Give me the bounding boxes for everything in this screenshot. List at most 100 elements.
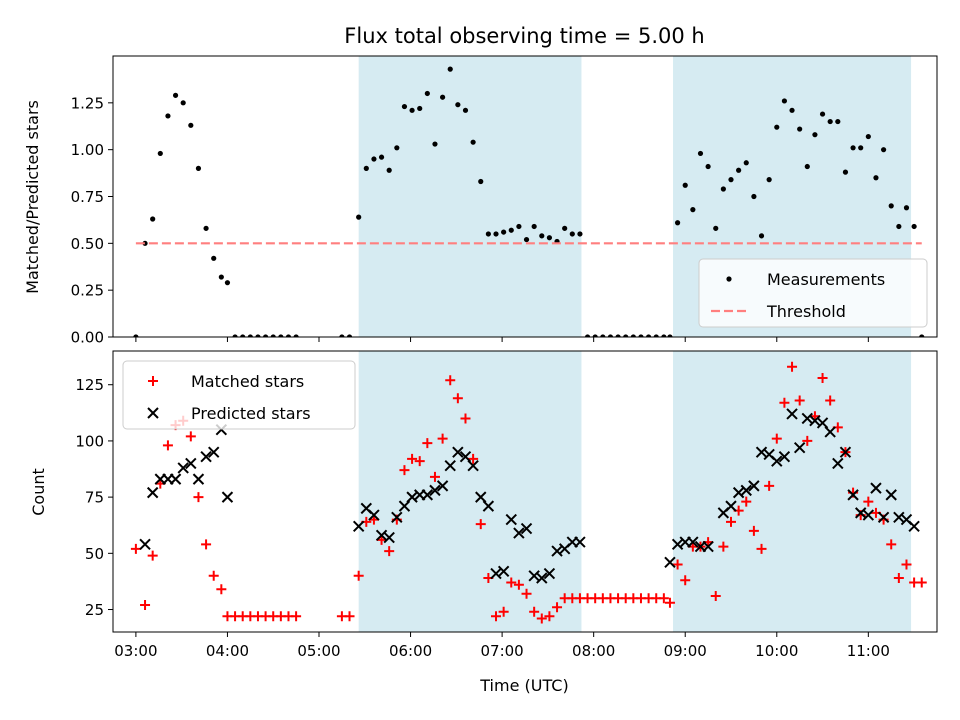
bottom-series-0-point-9 [201, 539, 212, 550]
top-series-0-point-7 [188, 122, 194, 128]
top-series-0-point-30 [401, 103, 408, 110]
top-legend-label-1: Threshold [766, 302, 846, 321]
top-series-0-point-48 [539, 233, 545, 239]
xtick-label-4: 07:00 [480, 642, 523, 660]
bottom-legend-label-0: Matched stars [191, 372, 304, 391]
top-series-0-point-64 [661, 334, 667, 337]
bottom-series-1-point-67 [862, 509, 875, 521]
bottom-series-1-point-4 [169, 473, 182, 485]
top-series-0-point-29 [394, 145, 400, 151]
bottom-series-1-point-65 [847, 489, 859, 501]
top-series-0-point-96 [903, 205, 910, 211]
bottom-series-0-point-76 [748, 525, 759, 536]
bottom-series-0-point-40 [475, 519, 486, 530]
xtick-label-2: 05:00 [297, 642, 340, 660]
top-series-0-point-85 [819, 111, 826, 117]
bottom-series-0-point-46 [521, 588, 532, 599]
bottom-series-1-point-52 [748, 480, 760, 492]
top-series-0-point-84 [812, 132, 818, 138]
top-series-0-point-26 [371, 156, 377, 162]
top-series-0-point-69 [697, 150, 704, 157]
top-series-0-point-49 [546, 235, 553, 241]
bottom-series-1-point-34 [520, 522, 533, 535]
top-series-0-point-53 [577, 231, 583, 237]
top-series-0-point-81 [789, 107, 795, 113]
bottom-series-0-point-36 [445, 375, 456, 386]
bottom-series-0-point-1 [140, 600, 151, 611]
top-series-0-point-40 [478, 178, 484, 185]
xtick-label-3: 06:00 [389, 642, 432, 660]
bottom-series-0-point-32 [414, 456, 425, 467]
top-series-0-point-86 [827, 118, 833, 125]
bottom-ytick-label-4: 125 [75, 376, 104, 394]
bottom-shaded-interval-1 [673, 351, 912, 632]
bottom-series-0-point-94 [886, 539, 897, 550]
bottom-series-0-point-35 [437, 433, 448, 444]
top-series-0-point-39 [470, 139, 476, 145]
bottom-series-0-point-91 [863, 496, 874, 507]
top-series-0-point-75 [743, 160, 749, 166]
top-series-0-point-31 [409, 107, 415, 113]
bottom-series-1-point-16 [383, 531, 395, 544]
bottom-series-0-point-82 [794, 395, 805, 406]
bottom-series-0-point-37 [452, 393, 463, 404]
top-series-0-point-41 [485, 231, 491, 237]
top-series-0-point-62 [646, 334, 652, 337]
top-series-0-point-94 [888, 203, 894, 209]
bottom-series-1-point-24 [444, 459, 456, 472]
bottom-series-1-point-41 [574, 536, 586, 548]
top-series-0-point-44 [508, 227, 514, 233]
top-ylabel: Matched/Predicted stars [23, 100, 42, 294]
bottom-series-0-point-80 [779, 397, 790, 408]
top-series-0-point-46 [523, 236, 530, 243]
top-series-0-point-92 [873, 175, 879, 181]
top-ytick-label-5: 1.25 [71, 94, 104, 112]
top-series-0-point-67 [682, 182, 688, 188]
top-series-0-point-23 [346, 334, 353, 337]
bottom-series-0-point-31 [407, 453, 418, 464]
bottom-ytick-label-2: 75 [85, 489, 104, 507]
bottom-panel: 03:00 04:00 05:00 06:00 07:00 08:00 09:00 10:00… [75, 350, 938, 660]
top-series-0-point-97 [911, 223, 917, 230]
bottom-series-0-point-39 [468, 453, 479, 464]
bottom-series-0-point-45 [513, 579, 524, 590]
bottom-series-0-point-95 [893, 573, 904, 584]
top-shaded-interval-0 [358, 56, 582, 337]
bottom-series-1-point-7 [192, 473, 205, 485]
top-series-0-point-12 [224, 280, 231, 286]
top-series-0-point-55 [592, 334, 598, 337]
top-series-0-point-78 [766, 177, 772, 183]
x-axis-label: Time (UTC) [479, 676, 568, 695]
bottom-ytick-label-1: 50 [85, 545, 104, 563]
top-series-0-point-60 [630, 334, 636, 337]
bottom-series-0-point-48 [536, 613, 547, 624]
xtick-label-6: 09:00 [664, 642, 707, 660]
bottom-series-0-point-24 [353, 570, 364, 581]
bottom-series-1-point-68 [870, 482, 882, 494]
top-series-0-point-20 [285, 334, 292, 337]
top-series-0-point-14 [240, 334, 246, 337]
top-series-0-point-25 [363, 165, 369, 171]
bottom-series-1-point-47 [702, 540, 714, 553]
top-series-0-point-83 [804, 163, 810, 170]
top-series-0-point-93 [880, 147, 887, 153]
top-series-0-point-51 [562, 225, 568, 231]
bottom-series-0-point-34 [429, 471, 440, 482]
bottom-series-0-point-79 [771, 433, 782, 444]
top-series-0-point-17 [262, 334, 269, 337]
bottom-series-0-point-72 [718, 541, 729, 552]
top-series-0-point-98 [919, 334, 925, 337]
top-series-0-point-18 [270, 334, 276, 337]
top-series-0-point-4 [165, 113, 171, 119]
top-series-0-point-36 [447, 66, 453, 72]
top-series-0-point-32 [417, 105, 423, 112]
top-series-0-point-5 [172, 92, 179, 98]
top-series-0-point-89 [850, 145, 856, 151]
bottom-series-0-point-64 [658, 593, 669, 604]
top-ytick-label-3: 0.75 [71, 188, 104, 206]
top-series-0-point-9 [203, 225, 209, 231]
bottom-series-1-point-17 [391, 511, 403, 524]
bottom-series-1-point-37 [543, 567, 556, 580]
top-series-0-point-90 [858, 145, 864, 151]
bottom-series-0-point-98 [916, 577, 927, 588]
